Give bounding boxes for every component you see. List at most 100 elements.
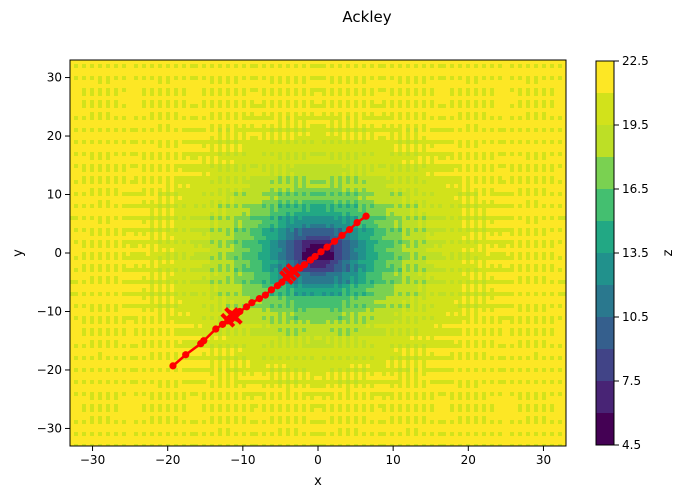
- contour-cell: [534, 196, 539, 201]
- contour-cell: [178, 184, 183, 189]
- contour-cell: [118, 96, 123, 101]
- contour-cell: [430, 124, 435, 129]
- contour-cell: [518, 196, 523, 201]
- contour-cell: [170, 124, 175, 129]
- contour-cell: [214, 96, 219, 101]
- contour-cell: [390, 116, 395, 121]
- contour-cell: [322, 184, 327, 189]
- contour-cell: [394, 184, 399, 189]
- contour-cell: [158, 120, 163, 125]
- contour-cell: [438, 188, 443, 193]
- contour-cell: [426, 200, 431, 205]
- contour-cell: [278, 172, 283, 177]
- contour-cell: [422, 172, 427, 177]
- contour-cell: [294, 68, 299, 73]
- contour-cell: [310, 112, 315, 117]
- contour-cell: [170, 64, 175, 69]
- contour-cell: [418, 212, 423, 217]
- contour-cell: [142, 128, 147, 133]
- contour-cell: [142, 148, 147, 153]
- contour-cell: [334, 188, 339, 193]
- contour-cell: [350, 96, 355, 101]
- contour-cell: [210, 136, 215, 141]
- contour-cell: [250, 60, 255, 65]
- contour-cell: [506, 64, 511, 69]
- contour-cell: [498, 92, 503, 97]
- contour-cell: [534, 160, 539, 165]
- contour-cell: [222, 96, 227, 101]
- contour-cell: [214, 84, 219, 89]
- contour-cell: [442, 72, 447, 77]
- contour-cell: [338, 188, 343, 193]
- contour-cell: [350, 108, 355, 113]
- contour-cell: [166, 184, 171, 189]
- contour-cell: [538, 152, 543, 157]
- contour-cell: [270, 116, 275, 121]
- contour-cell: [150, 192, 155, 197]
- contour-cell: [510, 108, 515, 113]
- contour-cell: [482, 152, 487, 157]
- contour-cell: [274, 76, 279, 81]
- contour-cell: [538, 72, 543, 77]
- contour-cell: [234, 140, 239, 145]
- contour-cell: [302, 172, 307, 177]
- contour-cell: [366, 64, 371, 69]
- contour-cell: [134, 180, 139, 185]
- contour-cell: [82, 108, 87, 113]
- contour-cell: [182, 216, 187, 221]
- contour-cell: [430, 104, 435, 109]
- contour-cell: [254, 104, 259, 109]
- contour-cell: [114, 200, 119, 205]
- contour-cell: [206, 92, 211, 97]
- contour-cell: [278, 144, 283, 149]
- contour-cell: [362, 180, 367, 185]
- contour-cell: [502, 196, 507, 201]
- contour-cell: [302, 152, 307, 157]
- contour-cell: [266, 168, 271, 173]
- contour-cell: [366, 136, 371, 141]
- contour-cell: [166, 188, 171, 193]
- contour-cell: [346, 148, 351, 153]
- contour-cell: [522, 76, 527, 81]
- contour-cell: [194, 72, 199, 77]
- contour-cell: [234, 120, 239, 125]
- contour-cell: [402, 160, 407, 165]
- contour-cell: [430, 120, 435, 125]
- contour-cell: [226, 108, 231, 113]
- contour-cell: [386, 72, 391, 77]
- contour-cell: [538, 124, 543, 129]
- contour-cell: [558, 104, 563, 109]
- contour-cell: [94, 144, 99, 149]
- contour-cell: [238, 152, 243, 157]
- contour-cell: [250, 116, 255, 121]
- contour-cell: [506, 84, 511, 89]
- contour-cell: [350, 144, 355, 149]
- contour-cell: [494, 100, 499, 105]
- contour-cell: [494, 156, 499, 161]
- contour-cell: [414, 184, 419, 189]
- contour-cell: [358, 60, 363, 65]
- contour-cell: [478, 88, 483, 93]
- contour-cell: [238, 64, 243, 69]
- contour-cell: [542, 116, 547, 121]
- contour-cell: [246, 156, 251, 161]
- contour-cell: [414, 168, 419, 173]
- contour-cell: [174, 192, 179, 197]
- contour-cell: [294, 204, 299, 209]
- contour-cell: [462, 116, 467, 121]
- contour-cell: [530, 84, 535, 89]
- contour-cell: [314, 132, 319, 137]
- contour-cell: [146, 176, 151, 181]
- contour-cell: [222, 180, 227, 185]
- contour-cell: [74, 92, 79, 97]
- contour-cell: [218, 164, 223, 169]
- contour-cell: [258, 148, 263, 153]
- contour-cell: [546, 104, 551, 109]
- contour-cell: [318, 72, 323, 77]
- contour-cell: [518, 200, 523, 205]
- contour-cell: [330, 104, 335, 109]
- contour-cell: [374, 144, 379, 149]
- contour-cell: [226, 124, 231, 129]
- contour-cell: [538, 76, 543, 81]
- contour-cell: [290, 60, 295, 65]
